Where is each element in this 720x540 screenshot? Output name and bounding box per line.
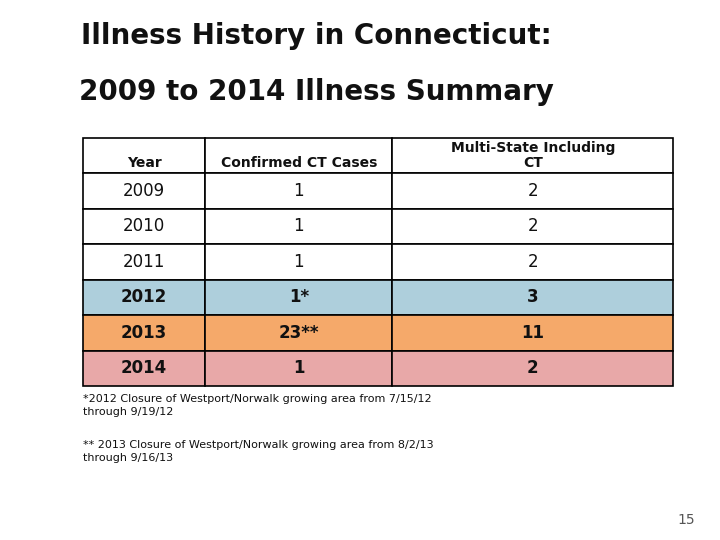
Text: 1: 1: [294, 253, 304, 271]
Bar: [205, 280, 392, 315]
Text: Multi-State Including: Multi-State Including: [451, 141, 615, 156]
Bar: [392, 208, 673, 244]
Bar: [392, 315, 673, 350]
Text: 1*: 1*: [289, 288, 309, 306]
Text: 15: 15: [678, 512, 695, 526]
Text: 11: 11: [521, 324, 544, 342]
Text: 23**: 23**: [279, 324, 319, 342]
Text: 3: 3: [527, 288, 539, 306]
Bar: [83, 208, 205, 244]
Text: 2: 2: [528, 218, 538, 235]
Text: 2: 2: [528, 182, 538, 200]
Text: 2009 to 2014 Illness Summary: 2009 to 2014 Illness Summary: [79, 78, 554, 106]
Text: 2: 2: [527, 359, 539, 377]
Text: 2: 2: [528, 253, 538, 271]
Bar: [83, 173, 205, 208]
Bar: [205, 208, 392, 244]
Text: 2011: 2011: [123, 253, 165, 271]
Bar: [83, 350, 205, 386]
Text: 2013: 2013: [121, 324, 167, 342]
Bar: [205, 138, 392, 173]
Text: 1: 1: [294, 182, 304, 200]
Text: 2010: 2010: [123, 218, 165, 235]
Bar: [83, 244, 205, 280]
Text: ** 2013 Closure of Westport/Norwalk growing area from 8/2/13
through 9/16/13: ** 2013 Closure of Westport/Norwalk grow…: [83, 440, 433, 463]
Bar: [205, 350, 392, 386]
Text: 1: 1: [294, 218, 304, 235]
Bar: [83, 138, 205, 173]
Bar: [392, 138, 673, 173]
Text: Confirmed CT Cases: Confirmed CT Cases: [220, 156, 377, 170]
Text: FDA: FDA: [601, 38, 655, 62]
Bar: [392, 280, 673, 315]
Bar: [392, 173, 673, 208]
Bar: [205, 315, 392, 350]
Bar: [205, 244, 392, 280]
Bar: [83, 315, 205, 350]
Text: CT: CT: [523, 156, 543, 170]
Text: 2009: 2009: [123, 182, 165, 200]
Text: Year: Year: [127, 156, 161, 170]
Bar: [83, 280, 205, 315]
Bar: [392, 244, 673, 280]
Text: 1: 1: [293, 359, 305, 377]
Bar: [392, 350, 673, 386]
Text: 2014: 2014: [121, 359, 167, 377]
Bar: [205, 173, 392, 208]
Text: Illness History in Connecticut:: Illness History in Connecticut:: [81, 22, 552, 50]
Text: 2012: 2012: [121, 288, 167, 306]
Text: *2012 Closure of Westport/Norwalk growing area from 7/15/12
through 9/19/12: *2012 Closure of Westport/Norwalk growin…: [83, 394, 431, 417]
